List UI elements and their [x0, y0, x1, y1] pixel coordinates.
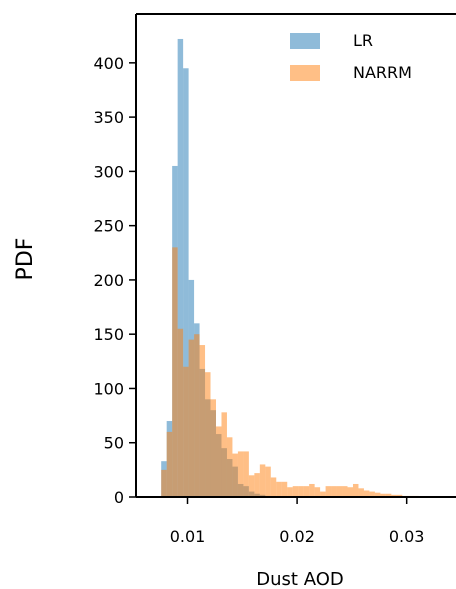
y-tick-label: 50	[104, 434, 124, 453]
bar	[216, 426, 222, 497]
bar	[270, 477, 277, 497]
bar	[221, 412, 227, 497]
bar	[298, 486, 304, 497]
ticks-layer: 0 50 100 150 200 250 300 350 400 0.01 0.02 0.03	[93, 54, 424, 546]
bar	[161, 469, 167, 497]
bar	[303, 486, 310, 497]
legend: LR NARRM	[290, 31, 412, 82]
bar	[325, 486, 332, 497]
bar	[385, 493, 392, 497]
y-tick-label: 0	[114, 488, 124, 507]
legend-swatch-lr	[290, 33, 320, 49]
bar	[188, 339, 195, 497]
bar	[183, 366, 189, 497]
bar	[265, 466, 271, 497]
bar	[314, 487, 321, 497]
bar	[226, 437, 233, 497]
bar	[237, 451, 244, 497]
bar	[248, 475, 255, 497]
bar	[232, 453, 238, 497]
bar	[199, 345, 206, 497]
x-tick-label: 0.02	[279, 527, 315, 546]
y-tick-label: 100	[93, 379, 124, 398]
x-tick-label: 0.01	[170, 527, 206, 546]
bar	[281, 481, 288, 497]
axes-layer	[135, 13, 456, 498]
bar	[342, 486, 348, 497]
bar	[194, 334, 200, 497]
legend-swatch-narrm	[290, 65, 320, 81]
bar	[276, 481, 282, 497]
bar	[172, 247, 178, 497]
bar	[363, 490, 370, 497]
y-tick-label: 200	[93, 271, 124, 290]
x-axis-label: Dust AOD	[256, 569, 343, 589]
bar	[320, 491, 326, 497]
y-tick-label: 300	[93, 162, 124, 181]
x-tick-label: 0.03	[389, 527, 425, 546]
bar	[347, 487, 353, 497]
bar	[243, 451, 249, 497]
bar	[166, 431, 173, 497]
bar	[352, 483, 359, 497]
bar	[177, 328, 184, 497]
y-tick-label: 250	[93, 217, 124, 236]
bar	[292, 486, 299, 497]
series-narrm	[161, 247, 419, 497]
y-tick-label: 350	[93, 108, 124, 127]
y-tick-label: 400	[93, 54, 124, 73]
bar	[391, 494, 397, 497]
y-axis-label: PDF	[13, 238, 38, 281]
bar	[331, 486, 337, 497]
bar	[369, 491, 375, 497]
bar	[205, 372, 211, 497]
bar	[309, 483, 315, 497]
bar	[380, 493, 386, 497]
bar	[287, 487, 293, 497]
y-tick-label: 150	[93, 325, 124, 344]
bars-layer	[161, 38, 419, 498]
bar	[177, 38, 184, 497]
bar	[358, 488, 364, 497]
bar	[396, 494, 403, 497]
bar	[183, 68, 189, 498]
legend-label-lr: LR	[353, 31, 373, 50]
bar	[374, 492, 381, 497]
bar	[259, 464, 266, 497]
bar	[210, 399, 216, 497]
bar	[254, 473, 260, 497]
legend-label-narrm: NARRM	[353, 63, 412, 82]
bar	[336, 486, 343, 497]
